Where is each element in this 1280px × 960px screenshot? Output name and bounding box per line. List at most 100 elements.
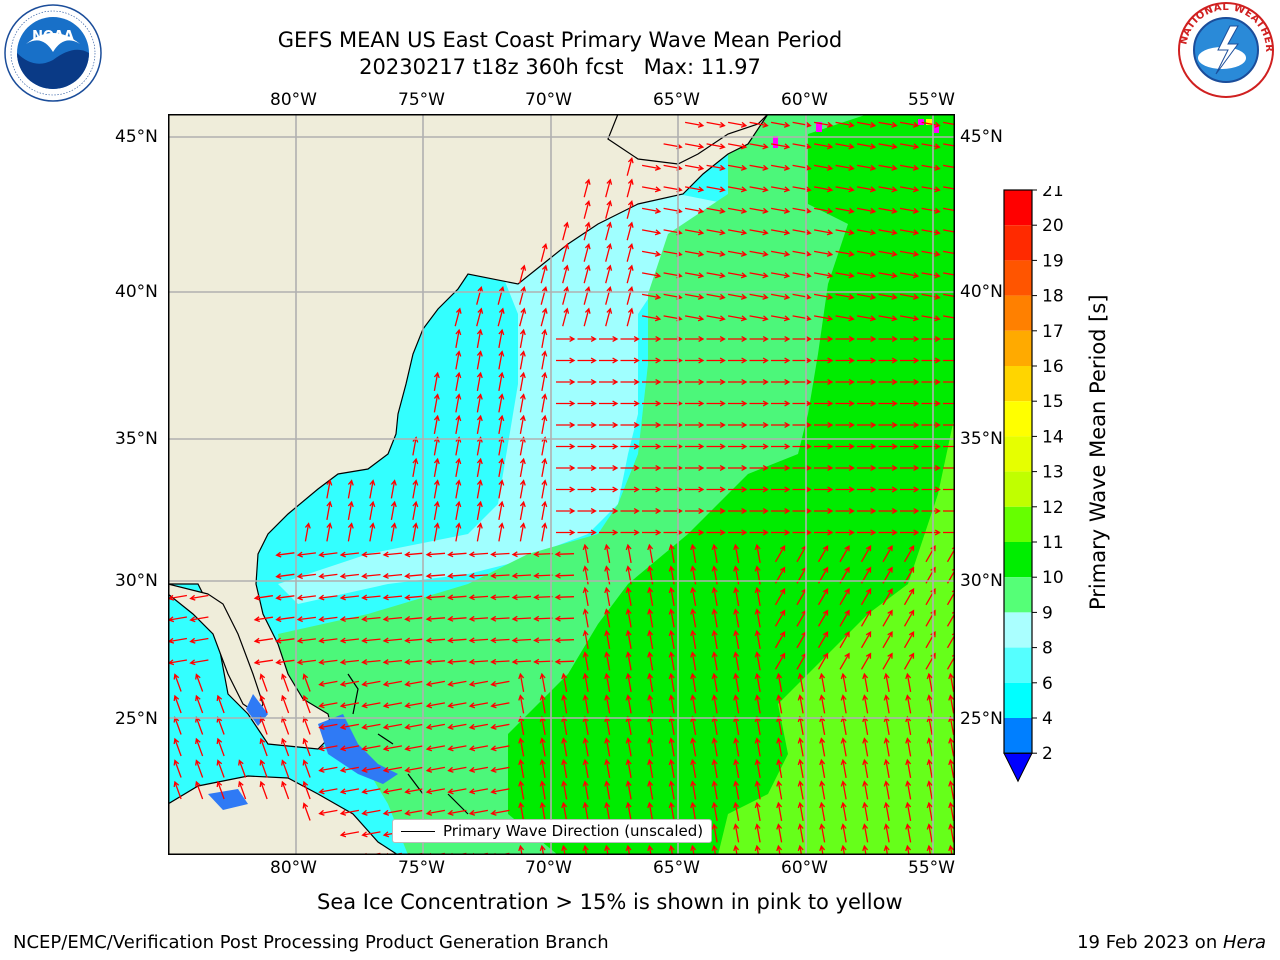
wave-arrow [404, 551, 424, 558]
wave-arrow [728, 400, 748, 407]
wave-arrow [404, 594, 424, 601]
colorbar-tick-label: 17 [1042, 322, 1064, 342]
colorbar-segment [1004, 577, 1032, 613]
wave-arrow [599, 486, 619, 493]
wave-arrow [216, 780, 225, 800]
wave-arrow [468, 745, 489, 752]
wave-arrow [943, 381, 955, 383]
wave-arrow [754, 651, 761, 671]
wave-arrow [942, 293, 955, 298]
wave-arrow [770, 272, 791, 279]
wave-arrow [792, 186, 812, 193]
wave-arrow [433, 457, 440, 478]
wave-arrow [733, 629, 740, 650]
wave-arrow [605, 307, 613, 327]
wave-arrow [605, 264, 613, 284]
wave-arrow [706, 250, 726, 257]
wave-arrow [626, 178, 634, 198]
wave-arrow [562, 264, 570, 284]
wave-arrow [404, 572, 424, 579]
wave-arrow [668, 543, 675, 564]
wave-arrow [541, 414, 548, 435]
wave-arrow [533, 594, 553, 601]
wave-arrow [926, 737, 933, 757]
wave-arrow [668, 758, 675, 779]
wave-arrow [390, 500, 397, 521]
wave-arrow [604, 844, 611, 855]
chart-subtitle: 20230217 t18z 360h fcst Max: 11.97 [359, 55, 761, 79]
wave-arrow [625, 629, 632, 650]
wave-arrow [216, 737, 225, 757]
wave-arrow [259, 737, 268, 757]
wave-arrow [813, 164, 834, 171]
wave-arrow [899, 293, 920, 300]
wave-arrow [404, 615, 424, 622]
wave-arrow [556, 422, 576, 428]
wave-arrow [238, 780, 247, 800]
wave-arrow [733, 801, 740, 822]
wave-arrow [490, 702, 510, 709]
sea-ice-pixel [773, 136, 778, 148]
wave-arrow [814, 465, 834, 471]
wave-arrow [878, 164, 898, 171]
wave-arrow [840, 758, 847, 779]
colorbar-segment [1004, 682, 1032, 718]
wave-arrow [711, 780, 718, 800]
wave-arrow [685, 529, 705, 536]
wave-arrow [728, 529, 748, 536]
wave-arrow [412, 500, 419, 521]
wave-arrow [497, 307, 505, 327]
wave-arrow [860, 631, 872, 649]
wave-arrow [776, 844, 783, 855]
wave-arrow [447, 766, 467, 773]
wave-arrow [216, 694, 225, 714]
wave-arrow [604, 801, 611, 822]
wave-arrow [599, 379, 619, 385]
wave-arrow [642, 508, 662, 514]
wave-arrow [862, 758, 869, 779]
wave-arrow [490, 658, 510, 665]
wave-arrow [620, 443, 640, 450]
wave-arrow [599, 465, 619, 471]
wave-arrow [647, 651, 654, 671]
wave-arrow [771, 422, 791, 428]
colorbar-tick-label: 21 [1042, 186, 1064, 201]
wave-arrow [862, 801, 869, 822]
wave-arrow [447, 680, 467, 687]
wave-arrow [539, 758, 546, 779]
wave-arrow [749, 250, 769, 257]
wave-arrow [900, 357, 920, 364]
wave-arrow [905, 780, 912, 800]
wave-arrow [706, 336, 726, 342]
wave-arrow [819, 844, 826, 855]
wave-arrow [900, 336, 920, 342]
lon-label-top: 80°W [270, 90, 317, 110]
wave-arrow [856, 207, 877, 214]
wave-arrow [541, 479, 548, 499]
wave-arrow [685, 508, 705, 514]
wave-arrow [840, 694, 847, 714]
wave-arrow [684, 164, 705, 171]
wave-arrow [878, 186, 898, 193]
wave-arrow [253, 594, 273, 601]
wave-arrow [626, 307, 634, 327]
wave-arrow [625, 801, 632, 822]
wave-arrow [754, 780, 761, 800]
lat-label-right: 30°N [960, 571, 1003, 591]
wave-arrow [412, 436, 419, 456]
wave-arrow [690, 780, 697, 800]
wave-arrow [878, 207, 898, 214]
lon-label-top: 55°W [908, 90, 955, 110]
wave-arrow [771, 400, 791, 407]
wave-arrow [903, 652, 915, 670]
wave-arrow [921, 357, 941, 364]
wave-arrow [518, 780, 525, 800]
wave-arrow [412, 479, 419, 499]
wave-arrow [468, 637, 489, 644]
wave-arrow [690, 651, 697, 671]
wave-arrow [275, 594, 295, 601]
wave-arrow [296, 551, 316, 558]
wave-arrow [835, 336, 855, 342]
wave-arrow [835, 422, 855, 428]
wave-arrow [943, 445, 955, 448]
